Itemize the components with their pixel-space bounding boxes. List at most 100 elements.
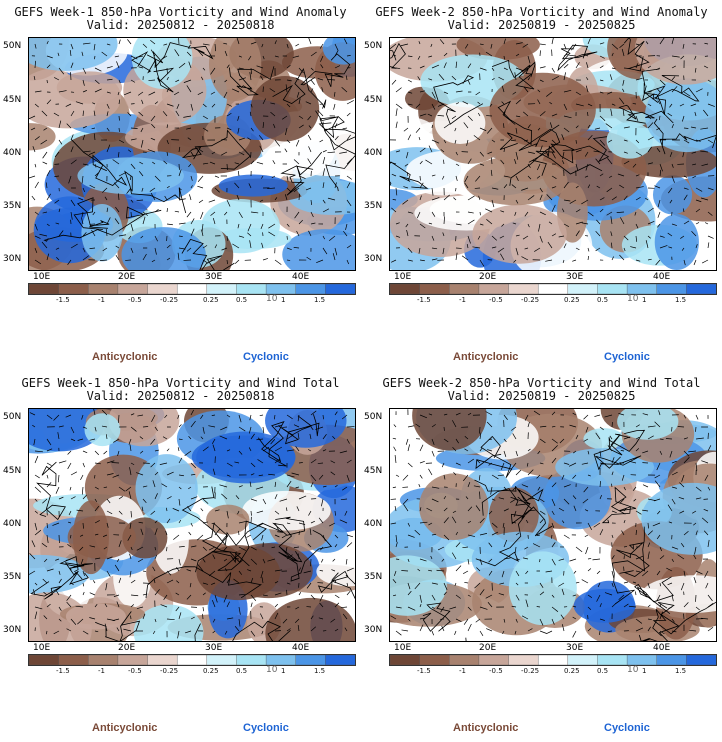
wind-vector — [186, 247, 192, 252]
wind-vector — [419, 558, 427, 562]
wind-vector — [322, 199, 326, 204]
wind-vector — [467, 558, 470, 565]
wind-vector — [443, 582, 448, 591]
wind-vector — [75, 101, 84, 105]
wind-vector — [394, 570, 397, 576]
wind-vector — [474, 582, 481, 589]
wind-vector — [257, 522, 264, 526]
wind-vector — [437, 103, 445, 107]
wind-vector — [500, 159, 505, 165]
wind-vector — [539, 582, 544, 589]
wind-vector — [34, 582, 38, 586]
wind-vector — [67, 259, 72, 266]
wind-vector — [431, 64, 440, 69]
lat-label: 50N — [364, 41, 383, 51]
wind-vector — [551, 175, 557, 179]
wind-vector — [572, 412, 577, 416]
wind-vector — [464, 435, 469, 440]
wind-vector — [635, 77, 643, 81]
wind-vector — [479, 630, 484, 636]
wind-vector — [238, 137, 245, 141]
wind-vector — [269, 88, 276, 93]
lat-label: 40N — [364, 148, 383, 158]
coastline — [390, 161, 429, 189]
coastline — [618, 104, 674, 124]
wind-vector — [197, 175, 204, 182]
wind-vector — [551, 510, 555, 516]
colorbar-swatch — [567, 284, 599, 294]
wind-vector — [334, 65, 341, 69]
wind-vector — [322, 247, 328, 255]
coastline — [131, 51, 175, 93]
wind-vector — [618, 413, 625, 416]
wind-vector — [310, 211, 314, 218]
vorticity-blob — [65, 603, 126, 630]
colorbar-swatch — [390, 284, 421, 294]
wind-vector — [407, 444, 410, 452]
wind-vector — [609, 435, 613, 440]
wind-vector — [527, 124, 531, 129]
wind-vector — [272, 208, 276, 213]
wind-vector — [452, 446, 457, 452]
wind-vector — [214, 175, 220, 178]
wind-vector — [161, 55, 168, 60]
wind-vector — [521, 67, 529, 73]
coastline — [653, 118, 716, 155]
wind-vector — [634, 591, 637, 596]
wind-vector — [455, 61, 458, 69]
wind-vector — [187, 137, 192, 141]
wind-vector — [219, 435, 228, 440]
wind-vector — [695, 199, 702, 203]
wind-vector — [524, 139, 529, 142]
wind-vector — [682, 208, 685, 213]
wind-vector — [130, 79, 136, 83]
lat-label: 45N — [3, 95, 22, 105]
wind-vector — [560, 614, 565, 620]
wind-vector — [428, 468, 433, 476]
wind-vector — [488, 438, 493, 441]
wind-vector — [82, 150, 91, 153]
wind-vector — [345, 558, 348, 565]
wind-vector — [659, 163, 663, 172]
wind-vector — [563, 484, 571, 488]
wind-vector — [130, 594, 139, 597]
wind-vector — [82, 126, 87, 129]
wind-vector — [89, 545, 96, 548]
wind-vector — [587, 628, 592, 632]
wind-vector — [479, 43, 484, 46]
wind-vector — [142, 593, 148, 596]
wind-vector — [250, 498, 258, 502]
wind-vector — [201, 229, 204, 237]
wind-vector — [166, 570, 172, 576]
wind-vector — [561, 474, 565, 480]
wind-vector — [683, 530, 689, 536]
wind-vector — [234, 626, 240, 632]
wind-vector — [527, 195, 535, 201]
wind-vector — [162, 111, 168, 117]
wind-vector — [334, 534, 339, 539]
wind-vector — [392, 54, 397, 57]
wind-vector — [561, 588, 565, 596]
wind-vector — [317, 78, 324, 81]
wind-vector — [419, 259, 425, 262]
wind-vector — [81, 217, 84, 225]
wind-vector — [334, 182, 337, 189]
wind-vector — [545, 259, 553, 262]
vorticity-blob — [84, 413, 121, 447]
wind-vector — [622, 109, 625, 117]
wind-vector — [234, 259, 240, 264]
wind-vector — [249, 72, 252, 81]
wind-vector — [391, 173, 397, 177]
wind-vector — [190, 420, 196, 428]
wind-vector — [431, 438, 435, 446]
wind-vector — [596, 219, 601, 225]
wind-vector — [585, 426, 589, 433]
anticyclonic-label: Anticyclonic — [92, 722, 158, 734]
wind-vector — [334, 485, 338, 488]
wind-vector — [498, 593, 505, 596]
wind-vector — [214, 509, 220, 512]
wind-vector — [70, 211, 73, 220]
wind-vector — [82, 582, 85, 587]
wind-vector — [539, 66, 546, 69]
wind-vector — [320, 546, 324, 551]
